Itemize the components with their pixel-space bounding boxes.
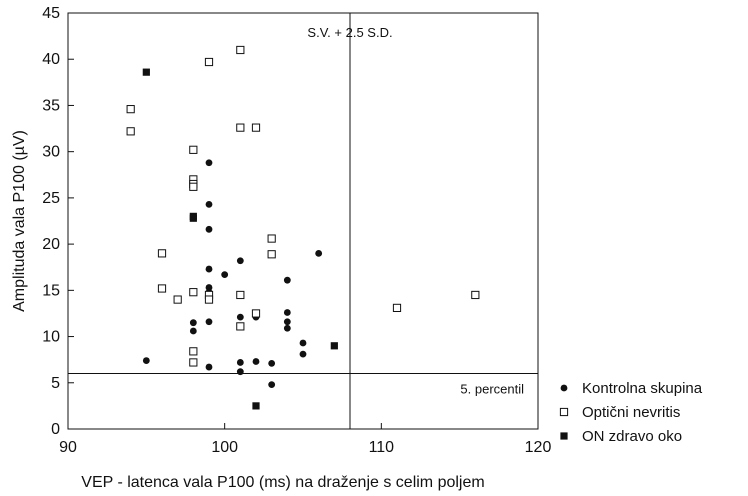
data-point (189, 327, 197, 335)
y-tick-label: 45 (42, 5, 60, 22)
y-tick-label: 35 (42, 97, 60, 114)
horizontal-reference-label: 5. percentil (460, 382, 524, 397)
series-3 (142, 68, 338, 410)
y-tick-label: 15 (42, 282, 60, 299)
data-point (283, 324, 291, 332)
y-axis: 0 5 10 15 20 25 30 35 40 45 (42, 5, 74, 438)
data-point (205, 225, 213, 233)
y-tick-label: 40 (42, 51, 60, 68)
data-point (236, 45, 245, 55)
y-tick-label: 25 (42, 190, 60, 207)
legend-label: Optični nevritis (582, 404, 680, 421)
legend-item: Optični nevritis (559, 404, 680, 421)
data-point (299, 339, 307, 347)
y-tick-label: 30 (42, 144, 60, 161)
legend-item: ON zdravo oko (560, 428, 682, 445)
data-point (236, 368, 244, 376)
data-point (315, 249, 323, 257)
data-point (471, 290, 480, 300)
data-point (189, 319, 197, 327)
vertical-reference-label: S.V. + 2.5 S.D. (307, 25, 392, 40)
data-point (142, 68, 150, 76)
series-1 (142, 159, 323, 389)
x-axis-label: VEP - latenca vala P100 (ms) na draženje… (81, 474, 484, 491)
y-tick-label: 20 (42, 236, 60, 253)
data-point (173, 295, 182, 304)
plot-border (67, 12, 539, 430)
data-point (267, 250, 276, 259)
data-points (126, 45, 480, 410)
data-point (267, 234, 276, 243)
data-point (189, 182, 198, 191)
data-point (189, 358, 198, 367)
data-point (126, 127, 135, 136)
series-2 (126, 45, 480, 367)
legend-marker (560, 432, 568, 440)
data-point (251, 309, 261, 318)
data-point (236, 257, 244, 265)
data-point (330, 342, 338, 350)
data-point (236, 313, 244, 321)
data-point (252, 358, 260, 365)
data-point (189, 347, 198, 356)
x-tick-label: 100 (211, 439, 238, 456)
data-point (283, 318, 291, 326)
data-point (236, 290, 245, 300)
x-tick-label: 120 (525, 439, 552, 456)
plot-frame (67, 12, 539, 430)
data-point (392, 303, 402, 312)
data-point (205, 200, 213, 208)
reference-lines: S.V. + 2.5 S.D. 5. percentil (68, 13, 538, 429)
data-point (252, 402, 260, 410)
y-axis-label: Amplituda vala P100 (µV) (11, 130, 28, 312)
data-point (205, 159, 213, 167)
y-tick-label: 5 (51, 375, 60, 392)
data-point (221, 271, 229, 279)
data-point (205, 318, 213, 326)
data-point (189, 288, 198, 297)
data-point (204, 57, 214, 67)
data-point (236, 123, 245, 132)
data-point (236, 322, 245, 331)
data-point (126, 105, 135, 114)
data-point (157, 249, 167, 258)
x-axis: 90 100 110 120 (59, 423, 551, 456)
data-point (283, 309, 291, 316)
data-point (142, 357, 150, 364)
data-point (157, 284, 167, 293)
data-point (204, 295, 214, 304)
y-tick-label: 0 (51, 421, 60, 438)
data-point (205, 363, 213, 371)
legend-marker (560, 384, 568, 392)
data-point (283, 276, 291, 284)
legend-marker (559, 407, 569, 417)
legend-item: Kontrolna skupina (560, 380, 703, 397)
data-point (189, 145, 198, 154)
data-point (268, 381, 276, 389)
data-point (251, 123, 261, 132)
legend: Kontrolna skupina Optični nevritis ON zdra… (559, 380, 703, 445)
data-point (205, 265, 213, 273)
legend-label: Kontrolna skupina (582, 380, 703, 397)
legend-label: ON zdravo oko (582, 428, 682, 445)
data-point (268, 359, 276, 367)
x-tick-label: 90 (59, 439, 77, 456)
y-tick-label: 10 (42, 329, 60, 346)
data-point (189, 214, 197, 222)
data-point (236, 359, 244, 366)
data-point (299, 350, 307, 358)
x-tick-label: 110 (369, 439, 395, 456)
